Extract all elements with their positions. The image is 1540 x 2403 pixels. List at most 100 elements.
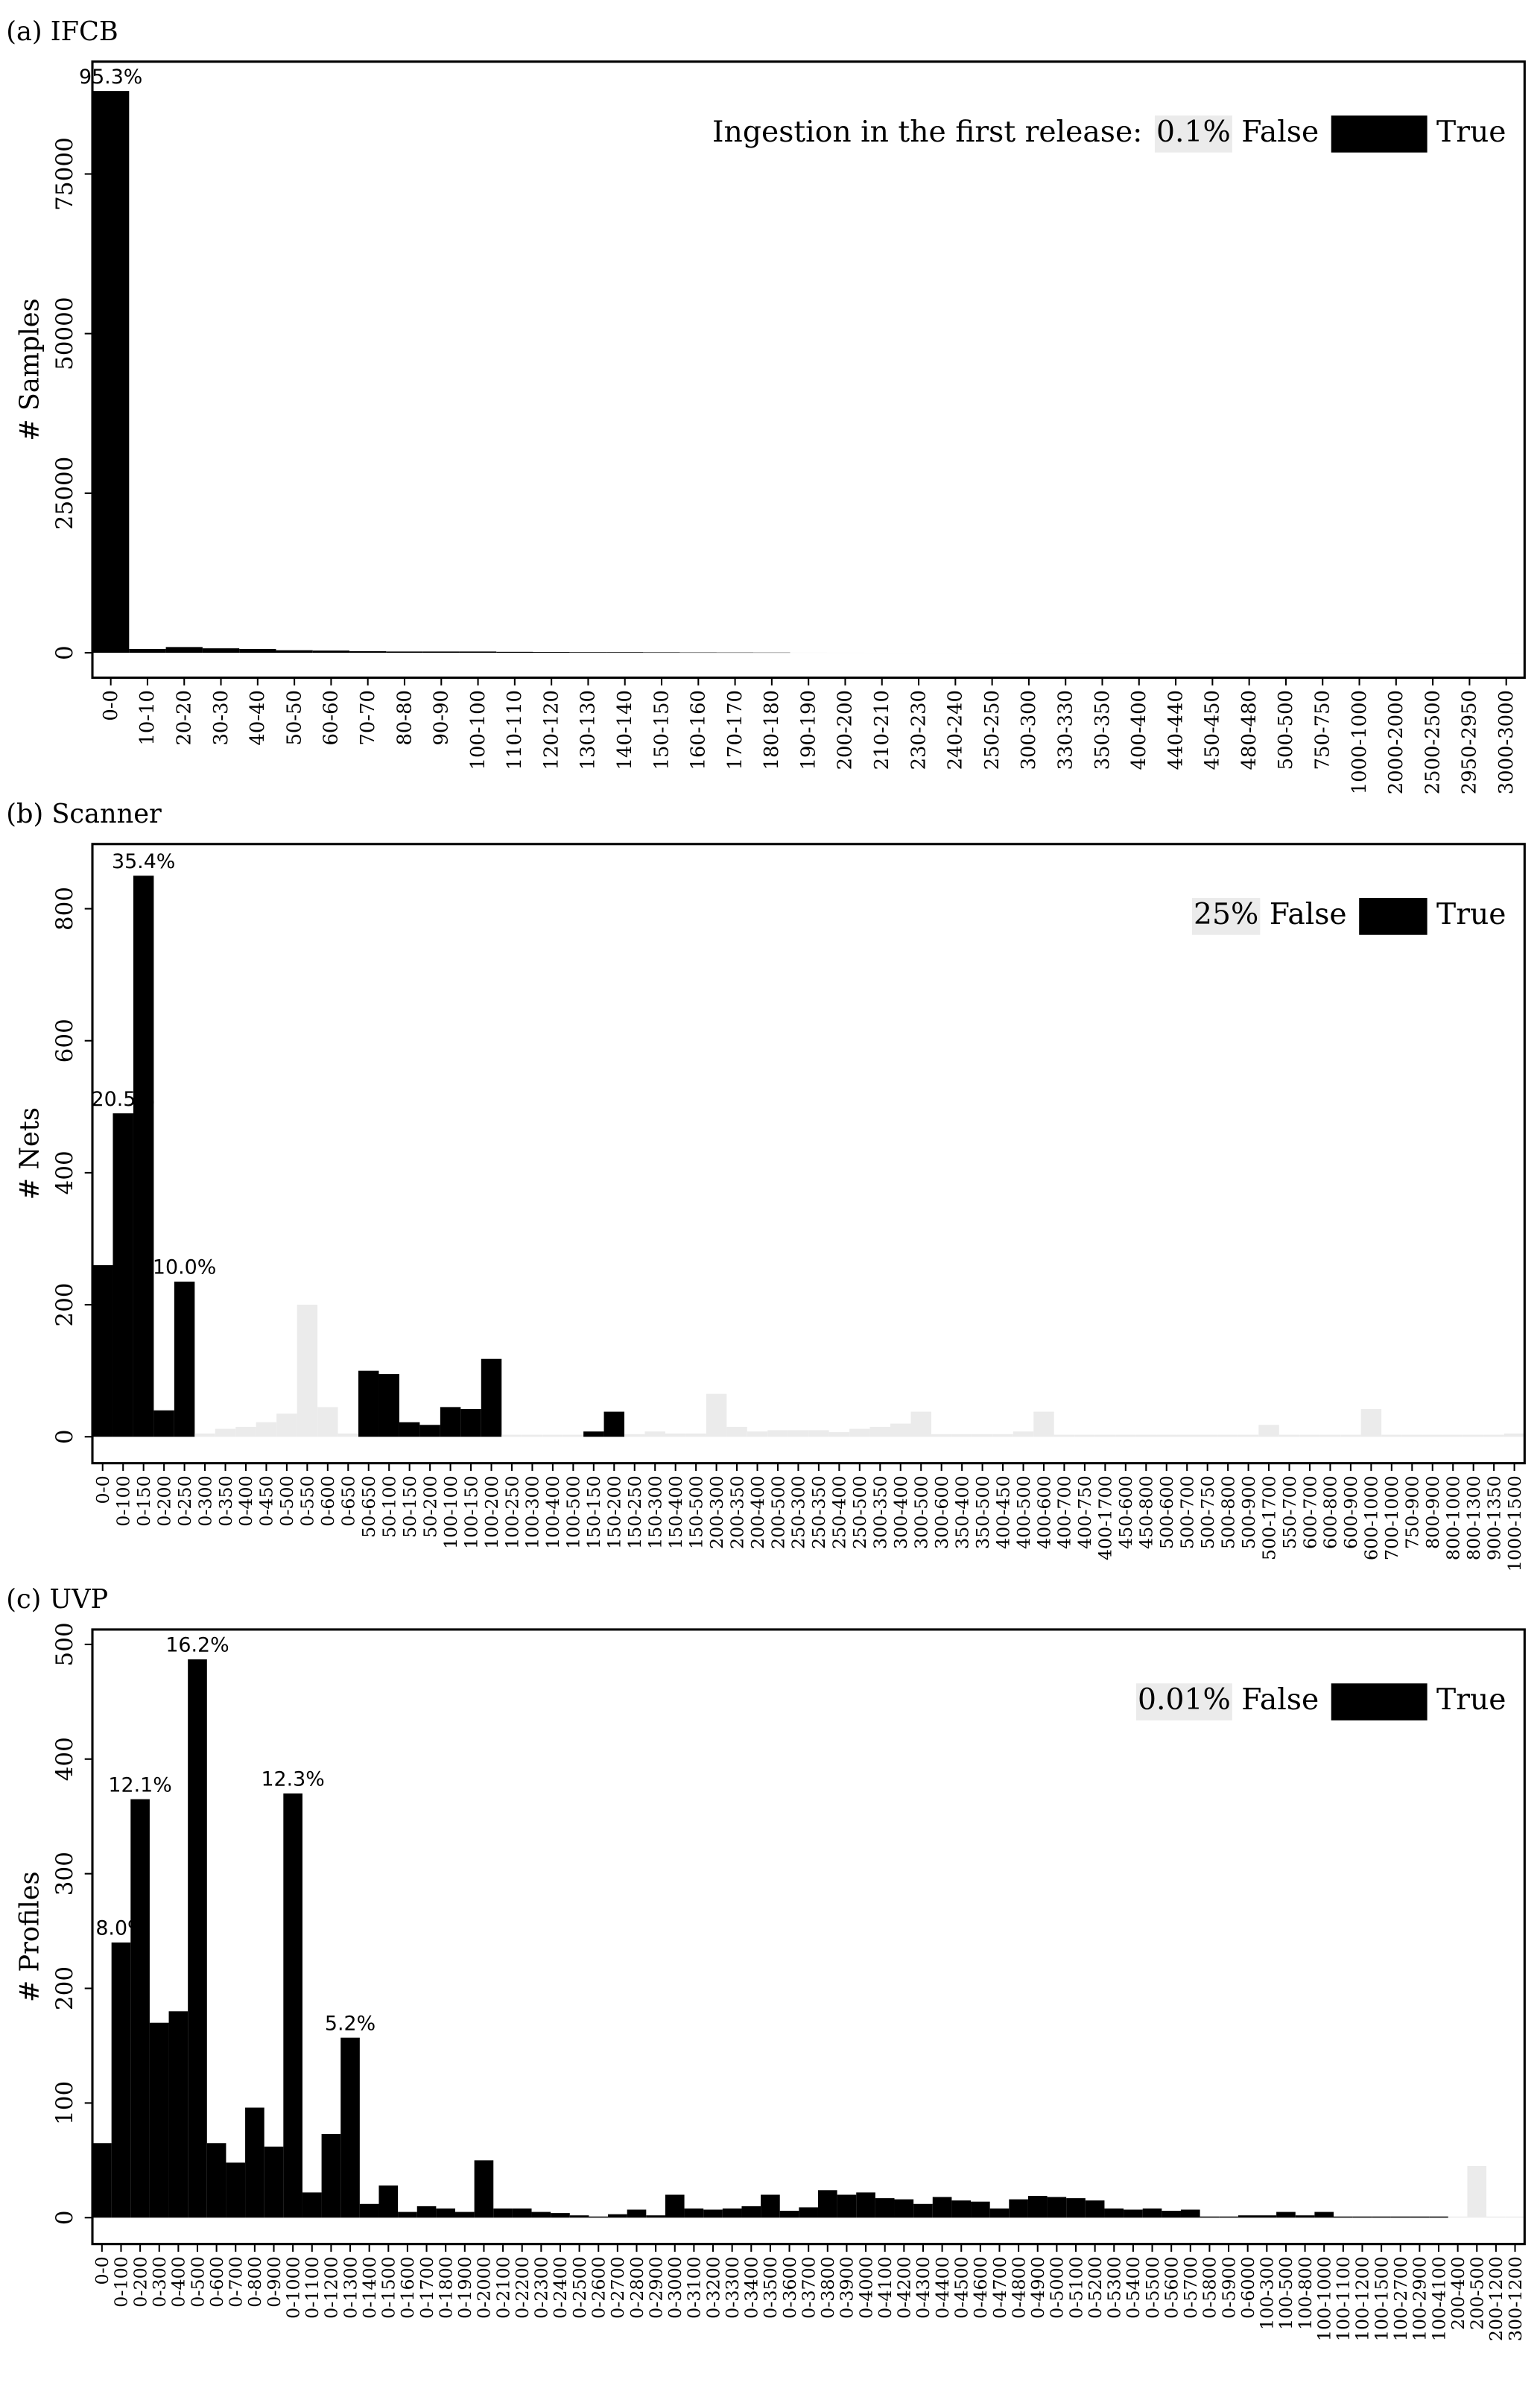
legend-swatch [1154, 115, 1232, 153]
bar [1390, 2216, 1410, 2218]
x-tick-label: 0-1400 [359, 2256, 380, 2319]
legend-label: 0.01% [1138, 1683, 1231, 1717]
bar [706, 1393, 727, 1437]
x-tick-label: 400-700 [1054, 1475, 1075, 1549]
bar [992, 1434, 1013, 1437]
x-tick-label: 350-400 [951, 1475, 972, 1549]
bar [1009, 2199, 1028, 2218]
x-tick-label: 0-2300 [531, 2256, 552, 2319]
x-tick-label: 0-3900 [837, 2256, 858, 2319]
bar [1467, 2166, 1487, 2218]
x-tick-label: 0-6000 [1238, 2256, 1258, 2319]
x-tick-label: 0-300 [194, 1475, 215, 1527]
x-tick-label: 150-250 [624, 1475, 645, 1549]
x-tick-label: 600-700 [1299, 1475, 1320, 1549]
x-tick-label: 130-130 [577, 690, 600, 770]
bar [188, 1659, 207, 2218]
bar [603, 1411, 625, 1437]
bar [1334, 2216, 1353, 2218]
x-tick-label: 0-2600 [589, 2256, 609, 2319]
legend-swatch [1191, 898, 1261, 935]
bar [533, 652, 570, 653]
x-tick-label: 3000-3000 [1495, 690, 1518, 794]
legend-swatch [1135, 1683, 1232, 1720]
bar [1238, 2215, 1258, 2218]
bar [767, 1430, 788, 1437]
bar [1238, 1434, 1259, 1437]
panel-title: (a) IFCB [6, 16, 118, 47]
x-tick-label: 0-1600 [397, 2256, 418, 2319]
x-tick-label: 150-150 [650, 690, 673, 770]
bar [1314, 2212, 1334, 2218]
legend-name: False [1241, 115, 1319, 149]
bar [256, 1422, 277, 1437]
x-tick-label: 500-700 [1176, 1475, 1197, 1549]
legend-label: 99.1% [1333, 115, 1426, 149]
bar [168, 2011, 188, 2218]
x-tick-label: 0-1100 [302, 2256, 323, 2319]
plot-frame [91, 1628, 1526, 2246]
bar [1429, 2216, 1448, 2218]
bar [1276, 2212, 1296, 2218]
x-tick-label: 300-600 [931, 1475, 952, 1549]
legend-name: False [1241, 1683, 1319, 1717]
x-tick-label: 350-350 [1091, 690, 1114, 770]
x-tick-label: 30-30 [210, 690, 232, 745]
x-tick-label: 250-300 [788, 1475, 809, 1549]
bar [113, 1113, 133, 1437]
x-tick-label: 50-650 [358, 1475, 379, 1538]
bar [1295, 2215, 1315, 2218]
x-tick-label: 250-350 [808, 1475, 829, 1549]
x-tick-label: 0-450 [256, 1475, 277, 1527]
x-tick-label: 0-4300 [913, 2256, 934, 2319]
bar [643, 652, 680, 653]
bar [1180, 2209, 1200, 2218]
x-tick-label: 0-4000 [855, 2256, 876, 2319]
x-tick-label: 0-600 [317, 1475, 338, 1527]
bar [569, 652, 607, 653]
x-tick-label: 0-5700 [1180, 2256, 1201, 2319]
bar [321, 2133, 341, 2218]
bar [747, 1431, 768, 1437]
x-tick-label: 100-1100 [1333, 2256, 1354, 2341]
x-tick-label: 90-90 [431, 690, 453, 745]
x-tick-label: 0-1300 [340, 2256, 361, 2319]
x-tick-label: 0-400 [168, 2256, 189, 2308]
x-tick-label: 140-140 [614, 690, 636, 770]
x-tick-label: 0-0 [92, 1475, 113, 1504]
y-tick-label: 0 [51, 645, 78, 660]
y-tick-label: 800 [51, 887, 78, 931]
bar [665, 1433, 686, 1437]
y-tick-label: 100 [51, 2081, 78, 2125]
bar [1135, 1434, 1157, 1437]
x-tick-label: 2000-2000 [1385, 690, 1407, 794]
x-tick-label: 0-1700 [416, 2256, 437, 2319]
bar [1381, 1434, 1402, 1437]
x-tick-label: 0-250 [174, 1475, 195, 1527]
x-tick-label: 170-170 [724, 690, 747, 770]
x-tick-label: 100-2700 [1390, 2256, 1411, 2341]
bar [1442, 1434, 1463, 1437]
bar [972, 1434, 993, 1437]
x-tick-label: 2950-2950 [1459, 690, 1481, 794]
bar [1094, 1434, 1116, 1437]
x-tick-label: 0-300 [149, 2256, 170, 2308]
x-tick-label: 300-1200 [1505, 2256, 1526, 2341]
x-tick-label: 200-400 [747, 1475, 768, 1549]
x-tick-label: 100-300 [522, 1475, 543, 1549]
bar [92, 2143, 112, 2218]
value-label: 95.3% [79, 66, 142, 89]
x-tick-label: 200-1200 [1486, 2256, 1506, 2341]
bar [1257, 2215, 1277, 2218]
bar [1027, 2196, 1048, 2218]
x-tick-label: 450-450 [1202, 690, 1224, 770]
legend-label: 75% [1360, 898, 1425, 931]
x-tick-label: 0-700 [226, 2256, 247, 2308]
x-tick-label: 240-240 [945, 690, 967, 770]
bar [245, 2107, 264, 2218]
x-tick-label: 300-300 [1018, 690, 1040, 770]
x-tick-label: 70-70 [357, 690, 379, 745]
x-tick-label: 100-1000 [1314, 2256, 1334, 2341]
bar [989, 2208, 1010, 2218]
